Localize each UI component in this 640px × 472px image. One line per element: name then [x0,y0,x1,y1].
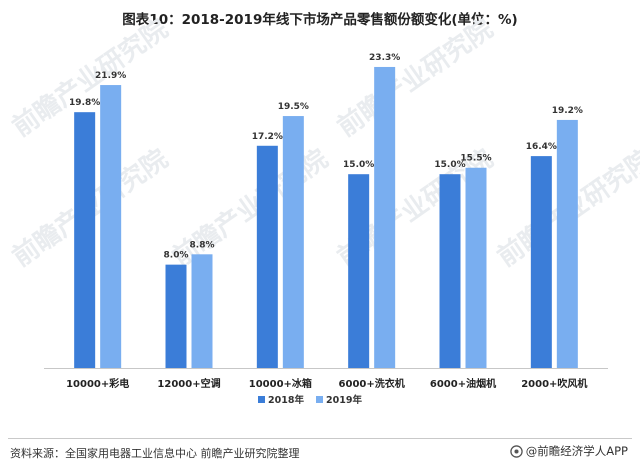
bar-2019 [556,119,578,368]
bar-value-label: 19.8% [69,98,100,108]
bar-2019 [374,66,396,369]
legend-item-2019-swatch [316,396,323,403]
bar-2019 [282,116,304,368]
category-label: 6000+油烟机 [430,377,496,390]
bar-2018 [74,112,96,369]
bar-2018 [530,156,552,368]
watermark-text: 前瞻产业研究院 [167,143,334,273]
watermark-text: 前瞻产业研究院 [332,13,499,143]
legend: 2018年 2019年 [258,394,362,406]
bar-2019 [465,167,487,368]
bar-value-label: 16.4% [526,142,557,152]
bar-chart: 前瞻产业研究院前瞻产业研究院前瞻产业研究院前瞻产业研究院前瞻产业研究院前瞻产业研… [7,13,640,406]
bar-value-label: 15.5% [460,154,491,164]
bar-value-label: 15.0% [343,160,374,170]
category-label: 2000+吹风机 [521,377,587,390]
bar-value-label: 19.2% [552,106,583,116]
footer-divider [8,438,632,439]
source-note: 资料来源：全国家用电器工业信息中心 前瞻产业研究院整理 [10,447,300,460]
bar-value-label: 15.0% [434,160,465,170]
bar-2019 [100,85,122,368]
legend-item-2018-swatch [258,396,265,403]
bar-2018 [256,145,278,368]
bar-2018 [348,174,370,368]
bar-2018 [439,174,461,368]
chart-title: 图表10：2018-2019年线下市场产品零售额份额变化(单位：%) [122,12,518,28]
brand-label: @前瞻经济学人APP [525,444,628,458]
bar-value-label: 19.5% [278,102,309,112]
category-label: 12000+空调 [157,377,220,390]
bar-2019 [191,254,213,368]
category-labels: 10000+彩电 12000+空调 10000+冰箱 6000+洗衣机 6000+油烟机… [66,377,587,390]
category-label: 10000+冰箱 [249,377,312,390]
bars-layer: 19.8% 21.9% 8.0%8.8% 17.2% 19.5% 15.0% 23.3% 15… [69,53,583,369]
bar-value-label: 21.9% [95,71,126,81]
brand-logo-icon [510,444,523,458]
legend-item-2019-label: 2019年 [326,394,362,406]
brand-credit: @前瞻经济学人APP [510,443,628,459]
bar-2018 [165,264,187,368]
category-label: 10000+彩电 [66,377,129,390]
category-label: 6000+洗衣机 [339,377,405,390]
legend-item-2018-label: 2018年 [268,394,304,406]
bar-value-label: 17.2% [252,132,283,142]
bar-value-label: 8.8% [190,240,215,250]
bar-value-label: 8.0% [164,251,189,261]
bar-value-label: 23.3% [369,53,400,63]
